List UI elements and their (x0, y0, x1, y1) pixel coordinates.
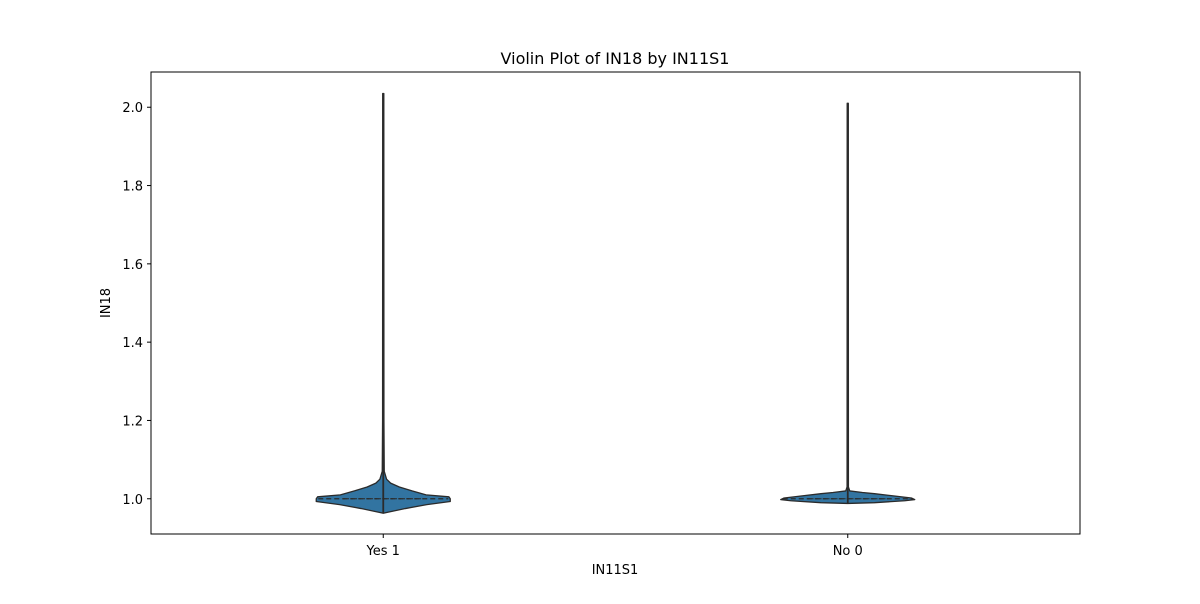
y-tick-label: 1.2 (122, 414, 143, 429)
x-tick-label: Yes 1 (366, 544, 400, 559)
y-tick-label: 1.4 (122, 336, 143, 351)
plot-frame (150, 71, 1081, 535)
x-axis: Yes 1 No 0 (366, 534, 863, 559)
y-tick-label: 1.0 (122, 493, 143, 508)
violins-layer (315, 92, 916, 514)
x-tick-label: No 0 (833, 544, 863, 559)
y-tick-label: 1.8 (122, 180, 143, 195)
y-tick-label: 2.0 (122, 101, 143, 116)
y-axis: 1.0 1.2 1.4 1.6 1.8 2.0 (122, 101, 151, 508)
x-axis-label: IN11S1 (592, 563, 639, 578)
chart-title: Violin Plot of IN18 by IN11S1 (501, 49, 730, 68)
y-axis-label: IN18 (99, 288, 114, 318)
y-tick-label: 1.6 (122, 258, 143, 273)
